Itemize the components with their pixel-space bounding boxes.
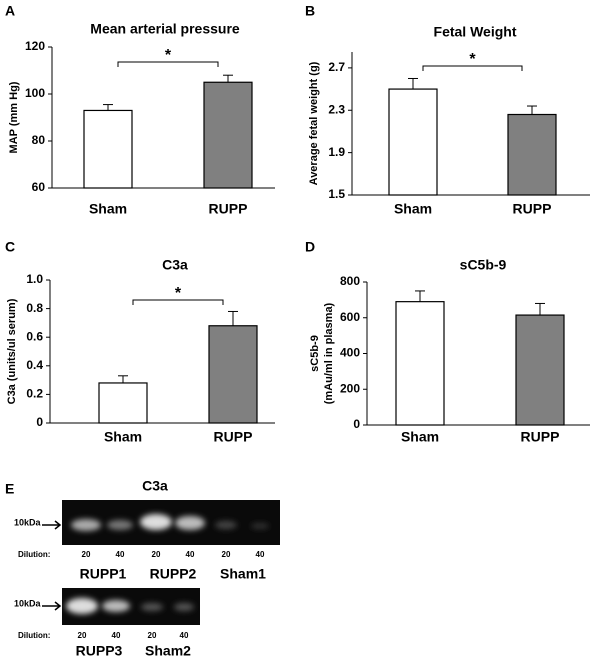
x-tick-label: Sham — [394, 201, 432, 217]
significance-bracket — [422, 65, 523, 71]
bar — [98, 382, 148, 424]
y-tick-label: 200 — [340, 381, 360, 395]
group-label: Sham2 — [145, 643, 191, 659]
band — [140, 514, 172, 530]
bar — [203, 81, 253, 189]
dilution-value: 40 — [186, 550, 195, 559]
y-tick-label: 1.9 — [328, 145, 345, 159]
bar — [83, 109, 133, 189]
bar — [208, 325, 258, 424]
panel-label: B — [305, 3, 315, 19]
significance-label: * — [469, 51, 476, 68]
blot-images — [62, 500, 280, 625]
band — [251, 523, 269, 529]
bar — [515, 314, 565, 426]
marker-arrow — [42, 520, 62, 530]
y-tick-label: 0.4 — [26, 358, 43, 372]
y-tick-label: 0 — [353, 417, 360, 431]
dilution-value: 40 — [180, 631, 189, 640]
marker-label: 10kDa — [14, 517, 42, 527]
y-tick-label: 0.8 — [26, 301, 43, 315]
band — [66, 598, 98, 614]
x-tick-label: RUPP — [214, 429, 253, 445]
significance-label: * — [175, 285, 182, 302]
dilution-label: Dilution: — [18, 631, 50, 640]
dilution-value: 40 — [116, 550, 125, 559]
panel-label: A — [5, 3, 15, 19]
band — [175, 516, 205, 530]
chart-title: Fetal Weight — [434, 24, 517, 40]
dilution-value: 20 — [222, 550, 231, 559]
band — [215, 521, 237, 529]
band — [102, 600, 130, 612]
y-tick-label: 60 — [32, 180, 46, 194]
panel-label: D — [305, 239, 315, 255]
x-tick-label: Sham — [401, 429, 439, 445]
band — [141, 603, 163, 611]
marker-label: 10kDa — [14, 598, 42, 608]
x-tick-label: RUPP — [521, 429, 560, 445]
panel-label: C — [5, 239, 15, 255]
y-axis-label: sC5b-9 — [309, 335, 321, 372]
dilution-value: 20 — [78, 631, 87, 640]
y-tick-label: 400 — [340, 346, 360, 360]
y-tick-label: 1.0 — [26, 272, 43, 286]
dilution-label: Dilution: — [18, 550, 50, 559]
y-tick-label: 80 — [32, 133, 46, 147]
significance-label: * — [165, 47, 172, 64]
dilution-value: 40 — [112, 631, 121, 640]
dilution-value: 40 — [256, 550, 265, 559]
chart-title: C3a — [162, 257, 188, 273]
significance-bracket — [132, 299, 224, 305]
x-tick-label: RUPP — [513, 201, 552, 217]
marker-arrow — [42, 601, 62, 611]
y-tick-label: 1.5 — [328, 187, 345, 201]
band — [107, 520, 133, 530]
y-tick-label: 120 — [25, 39, 45, 53]
band — [71, 519, 101, 531]
group-label: Sham1 — [220, 566, 266, 582]
dilution-value: 20 — [148, 631, 157, 640]
x-tick-label: Sham — [104, 429, 142, 445]
y-tick-label: 0.6 — [26, 329, 43, 343]
x-tick-label: Sham — [89, 201, 127, 217]
y-axis-label: MAP (mm Hg) — [8, 81, 20, 153]
chart-title: Mean arterial pressure — [90, 21, 240, 37]
bar — [388, 88, 438, 196]
significance-bracket — [117, 61, 219, 67]
chart-title: sC5b-9 — [460, 257, 507, 273]
y-tick-label: 0.2 — [26, 387, 43, 401]
group-label: RUPP1 — [80, 566, 127, 582]
bar — [507, 113, 557, 196]
blot-title: C3a — [142, 478, 168, 494]
bar — [395, 301, 445, 426]
y-tick-label: 2.3 — [328, 102, 345, 116]
y-tick-label: 2.7 — [328, 60, 345, 74]
y-axis-label: Average fetal weight (g) — [308, 61, 320, 185]
y-tick-label: 600 — [340, 310, 360, 324]
x-tick-label: RUPP — [209, 201, 248, 217]
y-axis-label: C3a (units/ul serum) — [6, 298, 18, 404]
group-label: RUPP3 — [76, 643, 123, 659]
y-tick-label: 800 — [340, 274, 360, 288]
dilution-value: 20 — [82, 550, 91, 559]
band — [174, 603, 194, 611]
y-tick-label: 0 — [36, 415, 43, 429]
y-tick-label: 100 — [25, 86, 45, 100]
dilution-value: 20 — [152, 550, 161, 559]
group-label: RUPP2 — [150, 566, 197, 582]
y-axis-label: (mAu/ml in plasma) — [323, 302, 335, 404]
panel-label: E — [5, 481, 14, 497]
